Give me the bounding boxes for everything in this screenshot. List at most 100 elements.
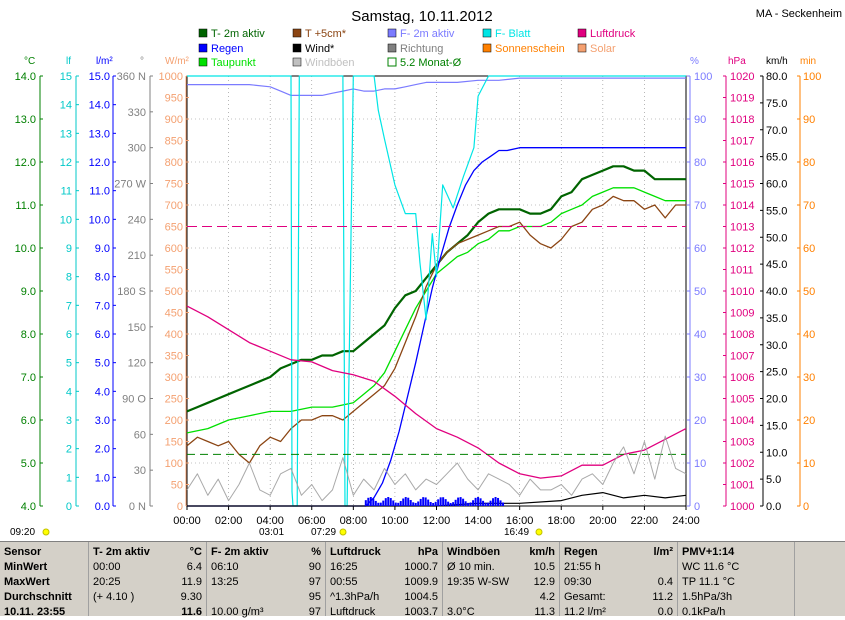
tick-label-press: 1014	[730, 200, 754, 212]
stats-time: (+ 4.10 )	[93, 591, 135, 603]
rain-bar	[389, 498, 392, 506]
rain-bar	[497, 497, 500, 506]
tick-label-wind: 15.0	[766, 420, 787, 432]
tick-label-solar: 150	[165, 437, 183, 449]
tick-label-leaf: 7	[66, 300, 72, 312]
tick-label-rain: 6.0	[95, 329, 110, 341]
rain-bar	[444, 499, 447, 506]
tick-label-solar: 250	[165, 394, 183, 406]
stats-value: 11.3	[534, 606, 555, 618]
tick-label-press: 1020	[730, 71, 754, 83]
stats-value: 12.9	[533, 576, 555, 588]
rain-bar	[439, 497, 442, 506]
tick-label-press: 1004	[730, 415, 754, 427]
stats-time: 13:25	[211, 576, 239, 588]
tick-label-press: 1012	[730, 243, 754, 255]
rain-bar	[494, 497, 497, 506]
legend-swatch	[387, 28, 397, 38]
legend-label: Sonnenschein	[495, 43, 565, 55]
rain-bar	[384, 498, 387, 506]
tick-label-min: 60	[803, 243, 815, 255]
legend-label: F- 2m aktiv	[400, 28, 455, 40]
x-tick-label: 14:00	[464, 515, 492, 527]
tick-label-temp: 8.0	[21, 329, 36, 341]
rain-bar	[462, 498, 465, 506]
stats-value: WC 11.6 °C	[682, 561, 740, 573]
tick-label-rain: 0.0	[95, 501, 110, 513]
legend-swatch	[482, 28, 492, 38]
stats-time: 3.0°C	[447, 606, 475, 618]
stats-pmv: PMV+1:14 WC 11.6 °C TP 11.1 °C 1.5hPa/3h…	[678, 542, 795, 618]
tick-label-solar: 700	[165, 200, 183, 212]
stats-value: 0.0	[657, 606, 673, 618]
tick-label-min: 70	[803, 200, 815, 212]
stats-value: 0.4	[657, 576, 673, 588]
tick-label-press: 1011	[730, 265, 754, 277]
x-tick-label: 10:00	[381, 515, 409, 527]
tick-label-rain: 9.0	[95, 243, 110, 255]
rain-bar	[502, 502, 505, 506]
stats-time: 00:55	[330, 576, 358, 588]
stats-time: 21:55 h	[564, 561, 601, 573]
stats-value: 10.5	[533, 561, 555, 573]
tick-label-wind: 40.0	[766, 286, 787, 298]
stats-value: 4.2	[539, 591, 555, 603]
stats-time: Ø 10 min.	[447, 561, 495, 573]
rain-bar	[467, 502, 470, 506]
stats-hum-header: F- 2m aktiv	[211, 546, 269, 558]
legend-swatch	[387, 57, 397, 67]
tick-label-rain: 14.0	[89, 100, 110, 112]
stats-label: Durchschnitt	[4, 591, 72, 603]
sun-icon	[42, 528, 50, 536]
stats-temp-unit: °C	[189, 546, 202, 558]
tick-label-solar: 950	[165, 93, 183, 105]
rain-bar	[437, 499, 440, 506]
stats-time: Luftdruck	[330, 606, 376, 618]
stats-rain-unit: l/m²	[653, 546, 673, 558]
tick-label-temp: 11.0	[15, 200, 36, 212]
legend-swatch	[198, 28, 208, 38]
tick-label-wind: 0.0	[766, 501, 781, 513]
tick-label-leaf: 6	[66, 329, 72, 341]
tick-label-solar: 1000	[159, 71, 183, 83]
location-label: MA - Seckenheim	[756, 8, 842, 20]
tick-label-press: 1013	[730, 222, 754, 234]
tick-label-min: 50	[803, 286, 815, 298]
tick-label-press: 1006	[730, 372, 754, 384]
axis-unit-wind: km/h	[766, 56, 788, 67]
legend-label: Richtung	[400, 43, 443, 55]
tick-label-rain: 15.0	[89, 71, 110, 83]
marker-moonset: 03:01	[259, 527, 284, 538]
legend: T- 2m aktiv Regen Taupunkt T +5cm* Wind* Wind…	[198, 28, 636, 69]
rain-bar	[484, 502, 487, 506]
tick-label-temp: 5.0	[21, 458, 36, 470]
legend-swatch	[577, 43, 587, 53]
axis-unit-rain: l/m²	[96, 56, 113, 67]
rain-bar	[422, 497, 425, 506]
rain-bar	[474, 497, 477, 506]
stats-value: 1000.7	[404, 561, 438, 573]
tick-label-solar: 200	[165, 415, 183, 427]
x-tick-label: 24:00	[672, 515, 700, 527]
stats-label: 10.11. 23:55	[4, 606, 66, 618]
tick-label-hum: 10	[694, 458, 706, 470]
tick-label-min: 20	[803, 415, 815, 427]
tick-label-temp: 10.0	[15, 243, 36, 255]
rain-bar	[479, 498, 482, 506]
tick-label-wind: 50.0	[766, 232, 787, 244]
rain-bar	[469, 502, 472, 506]
rain-bar	[372, 498, 375, 506]
legend-label: Regen	[211, 43, 243, 55]
axis-unit-press: hPa	[728, 56, 746, 67]
stats-value: 97	[308, 606, 321, 618]
tick-label-solar: 650	[165, 222, 183, 234]
rain-bar	[414, 502, 417, 506]
rain-bar	[487, 502, 490, 506]
legend-label: Wind*	[305, 43, 335, 55]
stats-pressure: Luftdruck hPa 16:25 1000.7 00:55 1009.9 ^1.…	[326, 542, 443, 618]
stats-hum-unit: %	[311, 546, 321, 558]
tick-label-temp: 12.0	[15, 157, 36, 169]
tick-label-solar: 850	[165, 136, 183, 148]
tick-label-wind: 10.0	[766, 447, 787, 459]
stats-value: TP 11.1 °C	[682, 576, 735, 588]
